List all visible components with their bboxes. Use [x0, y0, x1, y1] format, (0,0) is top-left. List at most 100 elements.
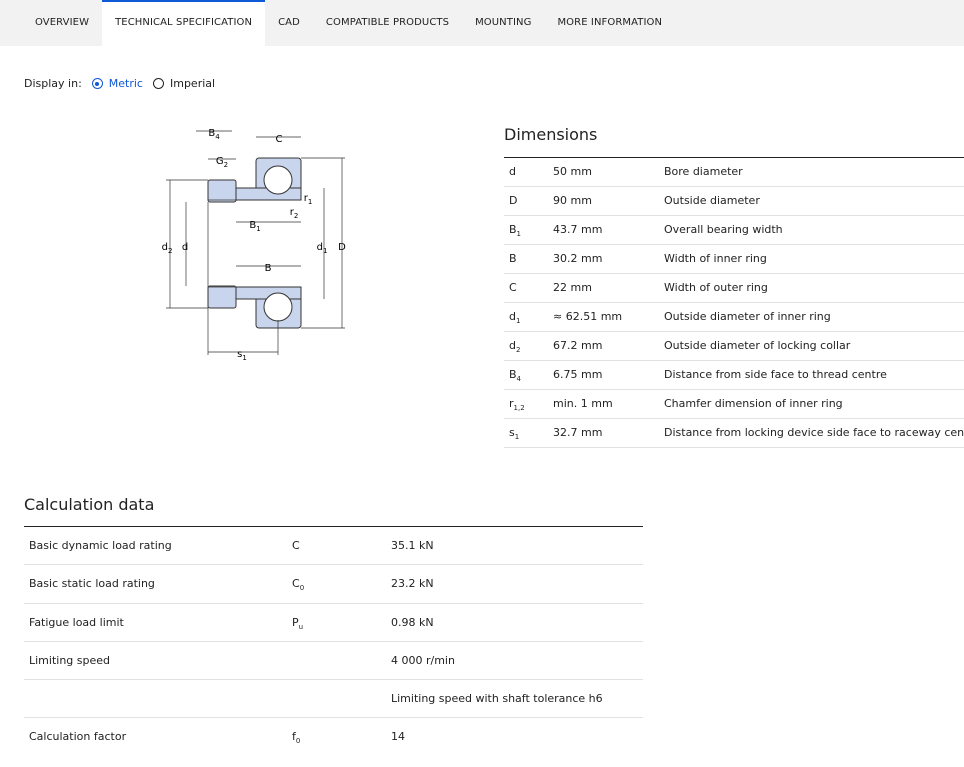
- dimension-symbol: C: [509, 274, 517, 301]
- dimension-symbol: B1: [509, 216, 521, 248]
- dimension-description: Distance from locking device side face t…: [664, 426, 964, 439]
- dimension-row: d1 ≈ 62.51 mm Outside diameter of inner ri…: [504, 303, 964, 332]
- subscript: 1: [516, 230, 522, 239]
- label-subscript: 2: [294, 212, 298, 220]
- label-subscript: 1: [323, 247, 327, 255]
- diagram-label: d2: [162, 242, 173, 255]
- dimension-description: Bore diameter: [664, 165, 743, 178]
- dimension-description: Width of inner ring: [664, 252, 767, 265]
- tab[interactable]: MORE INFORMATION: [557, 17, 663, 28]
- dimension-value: 30.2 mm: [553, 252, 603, 265]
- calculation-name: Basic static load rating: [29, 577, 155, 591]
- dimension-value: ≈ 62.51 mm: [553, 310, 623, 323]
- calculation-name: Fatigue load limit: [29, 615, 124, 629]
- label-symbol: B: [208, 128, 215, 139]
- tab[interactable]: CAD: [278, 17, 300, 28]
- calculation-symbol: C: [292, 527, 300, 564]
- bearing-shapes: [207, 157, 302, 329]
- dimension-value: 43.7 mm: [553, 223, 603, 236]
- diagram-label: r2: [290, 207, 299, 220]
- diagram-label: B: [265, 263, 272, 274]
- subscript: 4: [516, 375, 522, 384]
- radio-button[interactable]: [91, 78, 103, 89]
- radio-button[interactable]: [152, 78, 164, 89]
- calculation-row: Basic static load rating C0 23.2 kN: [24, 565, 643, 604]
- label-symbol: r: [304, 193, 309, 204]
- label-subscript: 1: [242, 354, 246, 362]
- dimension-row: s1 32.7 mm Distance from locking device si…: [504, 419, 964, 448]
- radio-label[interactable]: Metric: [108, 77, 143, 90]
- dimension-row: d2 67.2 mm Outside diameter of locking col…: [504, 332, 964, 361]
- dimension-row: r1,2 min. 1 mm Chamfer dimension of inner …: [504, 390, 964, 419]
- display-toggle: Display in: Metric Imperial: [24, 77, 215, 90]
- calculation-value: 23.2 kN: [391, 577, 434, 591]
- dimension-row: B 30.2 mm Width of inner ring: [504, 245, 964, 274]
- symbol: B: [509, 252, 517, 265]
- dimension-symbol: d1: [509, 303, 520, 335]
- symbol: f: [292, 730, 296, 744]
- calculation-value: 35.1 kN: [391, 539, 434, 552]
- symbol: r: [509, 397, 514, 410]
- symbol: D: [509, 194, 518, 207]
- dimension-row: B1 43.7 mm Overall bearing width: [504, 216, 964, 245]
- dimension-symbol: d: [509, 158, 516, 185]
- calculation-value: 14: [391, 730, 405, 744]
- label-subscript: 1: [308, 198, 312, 206]
- diagram-label: r1: [304, 193, 313, 206]
- subscript: 0: [299, 584, 305, 593]
- diagram-label: D: [338, 242, 346, 253]
- label-subscript: 2: [168, 247, 172, 255]
- label-symbol: D: [338, 242, 346, 253]
- label-symbol: d: [317, 242, 323, 253]
- symbol: C: [292, 539, 300, 552]
- tab[interactable]: OVERVIEW: [35, 17, 90, 28]
- diagram-label: G2: [216, 156, 228, 169]
- tab[interactable]: TECHNICAL SPECIFICATION: [102, 0, 266, 46]
- calculation-value: 0.98 kN: [391, 615, 434, 629]
- display-label: Display in:: [24, 77, 82, 90]
- calculation-row: Calculation factor f0 14: [24, 718, 643, 756]
- calculation-value: 4 000 r/min: [391, 653, 455, 667]
- diagram-label: d: [182, 242, 188, 253]
- calculation-title: Calculation data: [24, 495, 155, 514]
- dimension-symbol: B: [509, 245, 517, 272]
- label-subscript: 4: [215, 133, 220, 141]
- dimension-row: C 22 mm Width of outer ring: [504, 274, 964, 303]
- diagram-label: d1: [317, 242, 328, 255]
- dimension-description: Overall bearing width: [664, 223, 783, 236]
- dimension-row: d 50 mm Bore diameter: [504, 158, 964, 187]
- diagram-label: C: [276, 134, 283, 145]
- subscript: 2: [515, 346, 521, 355]
- dimension-description: Outside diameter of inner ring: [664, 310, 831, 323]
- label-subscript: 1: [256, 225, 260, 233]
- symbol: C: [509, 281, 517, 294]
- calculation-row: Limiting speed with shaft tolerance h6: [24, 680, 643, 719]
- tab-bar: OVERVIEW TECHNICAL SPECIFICATION CAD COMPAT…: [0, 0, 964, 46]
- dimension-value: 67.2 mm: [553, 339, 603, 352]
- label-symbol: d: [182, 242, 188, 253]
- dimension-symbol: r1,2: [509, 390, 525, 422]
- dimension-value: min. 1 mm: [553, 397, 613, 410]
- diagram-label: B1: [249, 220, 260, 233]
- calculation-symbol: Pu: [292, 604, 303, 646]
- dimension-lines: [166, 130, 345, 355]
- symbol: B: [509, 223, 517, 236]
- label-symbol: B: [265, 263, 272, 274]
- subscript: 1: [515, 317, 521, 326]
- symbol: P: [292, 615, 299, 629]
- symbol: d: [509, 310, 516, 323]
- label-symbol: d: [162, 242, 168, 253]
- dimension-symbol: d2: [509, 332, 520, 364]
- tab[interactable]: COMPATIBLE PRODUCTS: [325, 17, 450, 28]
- calculation-table: Basic dynamic load rating C 35.1 kN Basic s…: [24, 526, 643, 757]
- tab[interactable]: MOUNTING: [475, 17, 532, 28]
- dimensions-title: Dimensions: [504, 125, 598, 144]
- subscript: 0: [295, 737, 301, 746]
- label-symbol: B: [249, 220, 256, 231]
- dimension-description: Outside diameter of locking collar: [664, 339, 851, 352]
- symbol: s: [509, 426, 515, 439]
- radio-label[interactable]: Imperial: [169, 77, 216, 90]
- calculation-row: Basic dynamic load rating C 35.1 kN: [24, 527, 643, 566]
